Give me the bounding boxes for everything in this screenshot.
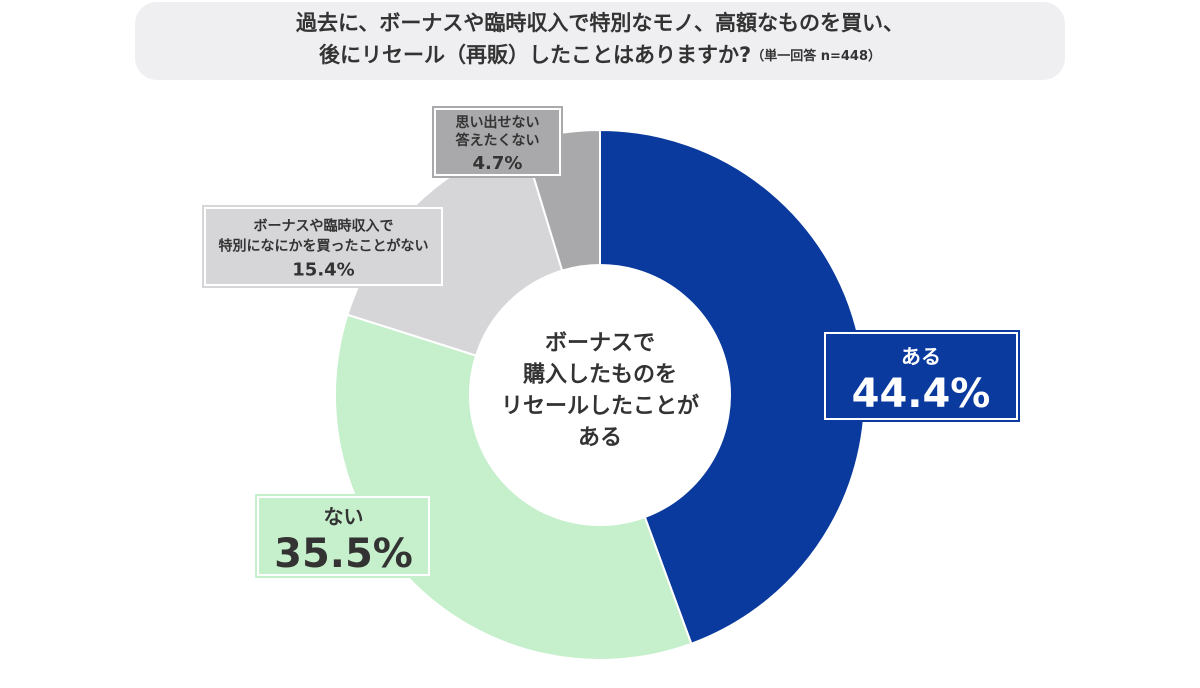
category-label: 答えたくない [456,132,540,149]
category-label: ある [901,345,941,369]
chart-title: 後にリセール（再販）したことはありますか? [319,43,751,67]
chart-note: （単一回答 n=448） [751,48,881,64]
category-label: ない [324,505,364,529]
category-label: 特別になにかを買ったことがない [219,238,429,255]
category-label: 思い出せない [456,114,540,131]
label-box [202,205,445,288]
label-box-border [257,496,430,576]
label-box [432,106,563,178]
center-text: ある [578,426,622,451]
label-box [822,330,1020,422]
chart-title: 過去に、ボーナスや臨時収入で特別なモノ、高額なものを買い、 [296,11,904,35]
value-label: 4.7% [473,153,523,174]
center-text: 購入したものを [523,363,677,388]
center-text: ボーナスで [545,331,655,356]
label-box-border [434,108,561,176]
label-box-border [204,207,443,286]
value-label: 15.4% [292,260,354,281]
donut-hole [470,265,730,525]
chart-title: 後にリセール（再販）したことはありますか?（単一回答 n=448） [319,43,881,67]
value-label: 44.4% [852,371,991,417]
category-label: ボーナスや臨時収入で [254,218,394,235]
center-text: リセールしたことが [501,393,699,419]
title-box [135,2,1065,80]
label-box [255,494,432,578]
label-box-border [824,332,1018,420]
value-label: 35.5% [274,531,413,577]
